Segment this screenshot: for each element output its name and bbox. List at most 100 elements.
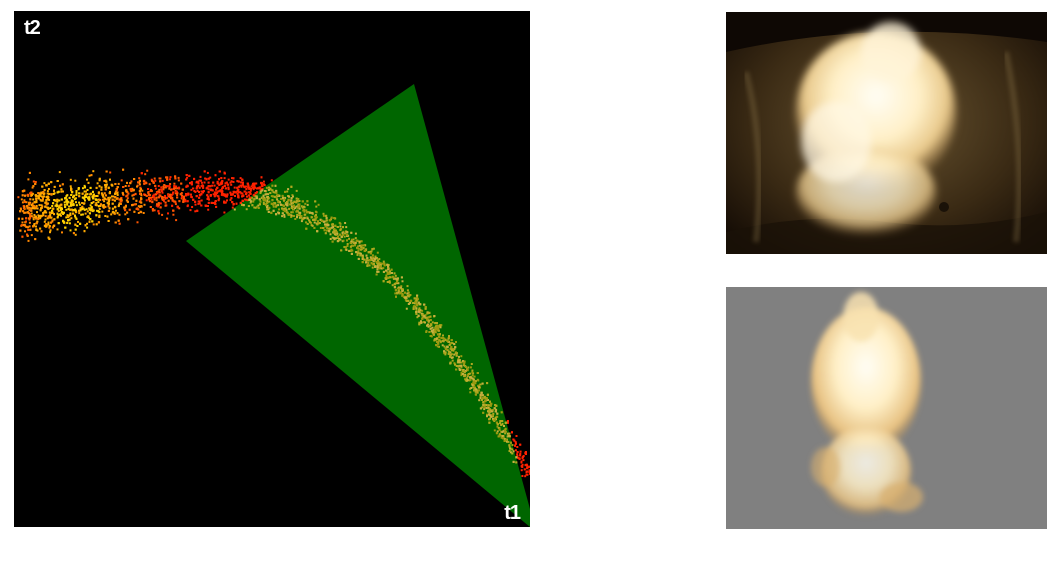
histogram-point	[108, 192, 111, 195]
histogram-point	[185, 185, 188, 188]
histogram-point	[245, 208, 248, 211]
histogram-point	[74, 179, 77, 182]
histogram-point	[149, 206, 152, 208]
histogram-point	[132, 193, 135, 196]
histogram-point	[262, 201, 265, 204]
histogram-point	[144, 173, 147, 176]
histogram-point	[114, 190, 117, 193]
histogram-point	[151, 209, 154, 212]
histogram-point	[303, 210, 306, 213]
histogram-point	[116, 186, 119, 189]
histogram-point	[138, 177, 141, 180]
histogram-point	[436, 325, 439, 328]
histogram-point	[292, 215, 295, 217]
histogram-point	[453, 343, 456, 346]
histogram-point	[525, 473, 528, 476]
histogram-point	[401, 292, 404, 295]
histogram-point	[330, 218, 332, 221]
histogram-point	[166, 176, 169, 179]
histogram-point	[363, 244, 366, 247]
histogram-point	[301, 206, 304, 209]
histogram-point	[133, 203, 136, 206]
histogram-point	[107, 205, 110, 208]
histogram-point	[30, 215, 33, 218]
histogram-point	[74, 214, 76, 217]
histogram-point	[23, 211, 26, 214]
histogram-point	[359, 254, 362, 257]
histogram-point	[242, 204, 245, 207]
histogram-point	[40, 207, 42, 210]
histogram-point	[130, 180, 133, 183]
histogram-point	[92, 170, 95, 173]
histogram-point	[214, 201, 216, 204]
histogram-point	[336, 240, 339, 243]
histogram-point	[78, 195, 81, 198]
histogram-point	[86, 222, 88, 225]
histogram-point	[47, 188, 50, 190]
histogram-point	[56, 212, 59, 215]
histogram-point	[286, 204, 289, 207]
histogram-point	[483, 395, 486, 398]
histogram-point	[434, 339, 437, 341]
histogram-point	[471, 384, 474, 387]
histogram-point	[291, 194, 294, 197]
selection-wedge[interactable]	[186, 84, 530, 527]
histogram-point	[99, 204, 102, 207]
histogram-point	[251, 204, 254, 207]
histogram-point	[421, 313, 424, 316]
histogram-point	[515, 461, 518, 464]
histogram-point	[469, 376, 472, 379]
histogram-point	[100, 203, 102, 206]
histogram-point	[262, 194, 265, 197]
histogram-point	[224, 187, 227, 190]
histogram-point	[176, 206, 179, 209]
histogram-point	[157, 196, 160, 199]
histogram-point	[454, 346, 457, 349]
histogram-point	[482, 404, 485, 407]
histogram-point	[178, 207, 181, 210]
histogram-point	[365, 261, 368, 264]
histogram-point	[234, 195, 236, 197]
histogram-point	[224, 193, 226, 196]
histogram-point	[245, 188, 248, 191]
histogram-point	[406, 289, 409, 292]
histogram-point	[79, 207, 82, 210]
histogram-point	[107, 196, 110, 199]
histogram-point	[202, 190, 205, 193]
histogram-point	[224, 201, 227, 204]
histogram-point	[45, 225, 48, 228]
histogram-point	[514, 449, 517, 452]
histogram-point	[233, 191, 235, 194]
histogram-point	[481, 396, 484, 399]
histogram-point	[466, 374, 469, 377]
histogram-point	[83, 184, 86, 187]
histogram-point	[324, 232, 327, 235]
histogram-point	[172, 209, 175, 212]
histogram-point	[501, 431, 504, 433]
histogram-point	[78, 203, 81, 206]
histogram-point	[21, 217, 24, 220]
histogram-point	[450, 348, 453, 350]
histogram-point	[187, 193, 190, 196]
histogram-point	[92, 197, 95, 200]
histogram-point	[247, 186, 250, 189]
histogram-point	[314, 210, 317, 213]
histogram-point	[301, 200, 304, 203]
histogram-point	[41, 199, 44, 202]
histogram-point	[495, 408, 498, 411]
histogram-point	[34, 215, 37, 218]
histogram-point	[355, 251, 358, 254]
histogram-point	[236, 186, 239, 189]
histogram-point	[471, 374, 474, 377]
histogram-point	[218, 184, 221, 186]
histogram-point	[285, 209, 288, 212]
histogram-point	[118, 213, 121, 216]
histogram-point	[60, 214, 62, 217]
histogram-point	[287, 198, 290, 201]
histogram-point	[84, 186, 86, 189]
histogram-point	[139, 200, 142, 203]
histogram-point	[251, 184, 254, 187]
histogram-point	[511, 431, 513, 434]
histogram-point	[300, 220, 303, 223]
histogram-point	[181, 194, 183, 197]
